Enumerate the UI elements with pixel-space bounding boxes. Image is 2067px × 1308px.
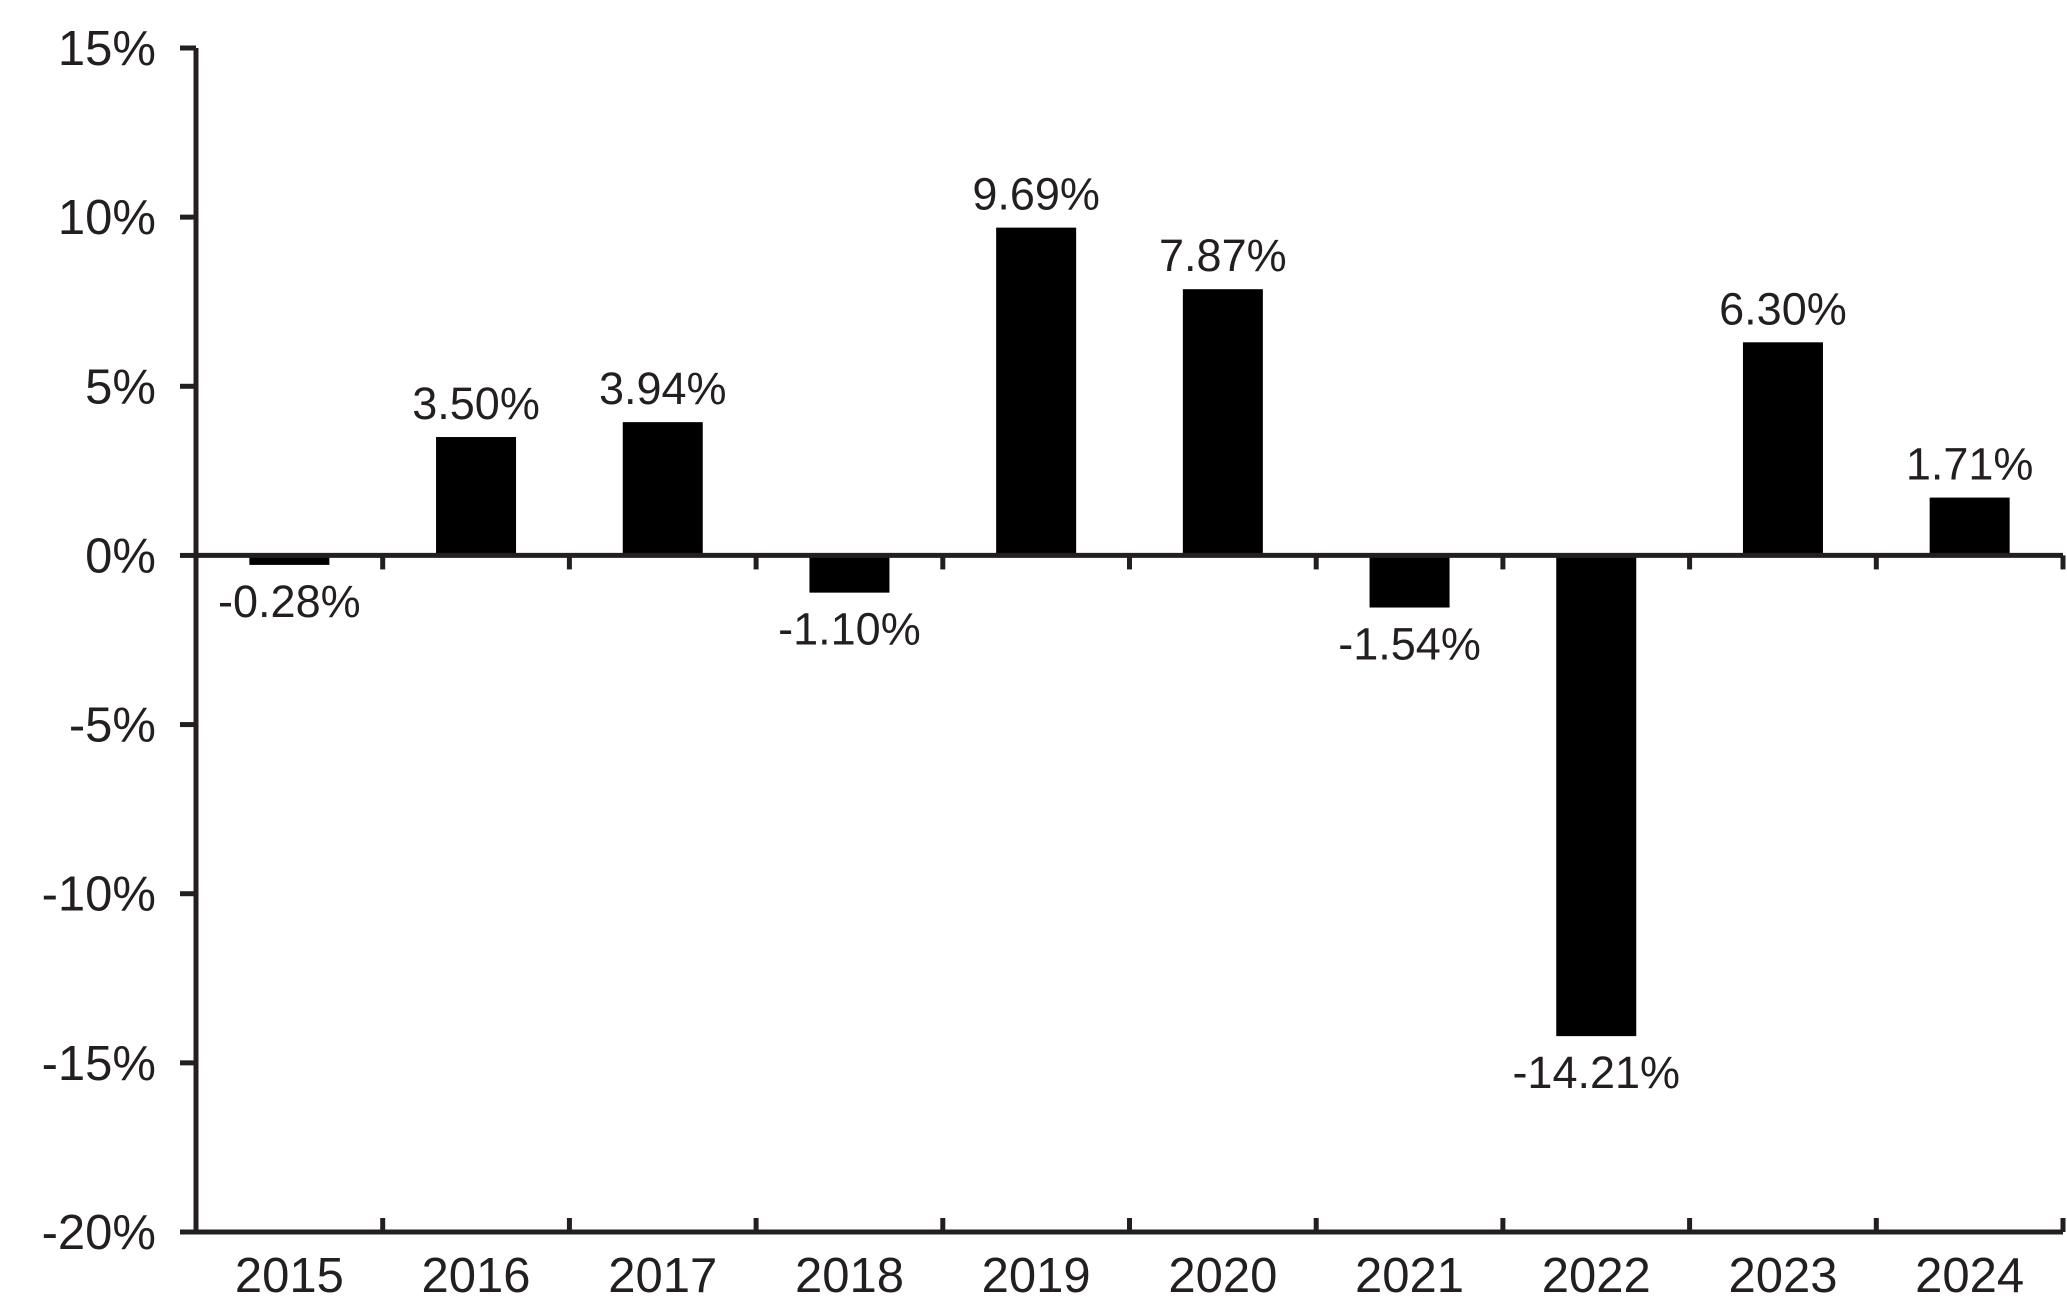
x-category-label: 2024 bbox=[1915, 1249, 2024, 1303]
x-category-label: 2020 bbox=[1168, 1249, 1277, 1303]
data-label-2019: 9.69% bbox=[972, 169, 1100, 220]
x-category-label: 2016 bbox=[422, 1249, 531, 1303]
data-label-2017: 3.94% bbox=[599, 363, 727, 414]
y-axis-ticks: 15% 10% 5% 0% -5% -10% -15% -20% bbox=[42, 22, 196, 1260]
bar-2020 bbox=[1182, 289, 1263, 556]
x-category-label: 2022 bbox=[1542, 1249, 1651, 1303]
data-labels: -0.28% 3.50% 3.94% -1.10% 9.69% 7.87% -1.54% -1… bbox=[218, 169, 2033, 1099]
y-tick-label: 5% bbox=[85, 360, 156, 414]
x-category-label: 2017 bbox=[608, 1249, 717, 1303]
x-category-label: 2021 bbox=[1355, 1249, 1464, 1303]
x-category-label: 2015 bbox=[235, 1249, 344, 1303]
data-label-2016: 3.50% bbox=[412, 378, 540, 429]
data-label-2018: -1.10% bbox=[778, 604, 921, 655]
y-tick-label: 10% bbox=[58, 191, 156, 245]
data-label-2015: -0.28% bbox=[218, 576, 361, 627]
bar-2016 bbox=[436, 437, 517, 556]
y-tick-label: -15% bbox=[42, 1037, 156, 1091]
x-category-label: 2019 bbox=[982, 1249, 1091, 1303]
data-label-2024: 1.71% bbox=[1906, 439, 2034, 490]
data-label-2021: -1.54% bbox=[1338, 619, 1481, 670]
data-label-2023: 6.30% bbox=[1719, 283, 1847, 334]
bar-2015 bbox=[249, 555, 330, 565]
data-label-2020: 7.87% bbox=[1159, 230, 1287, 281]
y-tick-label: -20% bbox=[42, 1206, 156, 1260]
bar-2023 bbox=[1742, 342, 1823, 556]
y-tick-label: -10% bbox=[42, 868, 156, 922]
x-category-label: 2023 bbox=[1728, 1249, 1837, 1303]
x-axis-ticks: 2015 2016 2017 2018 2019 2020 2021 2022 2023 2024 bbox=[235, 555, 2066, 1303]
y-tick-label: 0% bbox=[85, 529, 156, 583]
bars bbox=[249, 227, 2010, 1037]
bar-2021 bbox=[1369, 555, 1450, 608]
bar-2022 bbox=[1556, 555, 1637, 1037]
bar-2017 bbox=[622, 422, 703, 556]
y-tick-label: 15% bbox=[58, 22, 156, 76]
x-category-label: 2018 bbox=[795, 1249, 904, 1303]
bar-2018 bbox=[809, 555, 890, 593]
data-label-2022: -14.21% bbox=[1512, 1047, 1680, 1098]
bar-2019 bbox=[996, 227, 1077, 556]
bar-2024 bbox=[1929, 497, 2010, 556]
y-tick-label: -5% bbox=[69, 699, 156, 753]
